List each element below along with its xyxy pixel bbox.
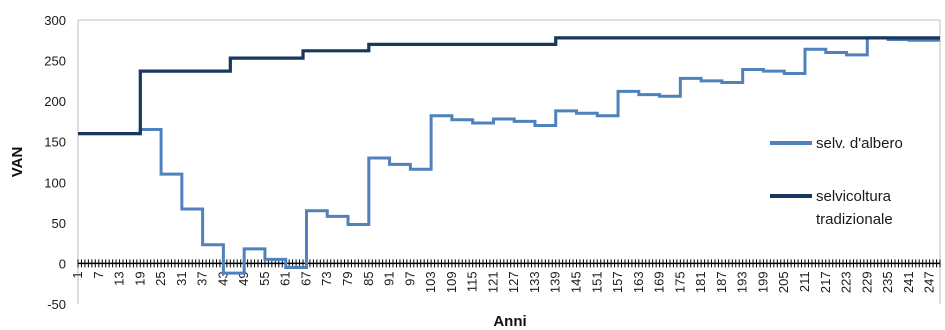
y-tick-label: 300 bbox=[44, 13, 66, 28]
x-tick-label: 49 bbox=[236, 271, 251, 285]
x-tick-label: 67 bbox=[298, 271, 313, 285]
y-tick-label: 200 bbox=[44, 94, 66, 109]
x-tick-label: 163 bbox=[631, 271, 646, 293]
series-layer bbox=[78, 36, 940, 275]
plot-frame bbox=[77, 19, 941, 304]
x-tick-label: 229 bbox=[859, 271, 874, 293]
x-tick-label: 43 bbox=[215, 271, 230, 285]
x-tick-label: 247 bbox=[922, 271, 937, 293]
y-tick-label: 150 bbox=[44, 135, 66, 150]
x-tick-label: 79 bbox=[340, 271, 355, 285]
y-tick-label: 50 bbox=[52, 216, 66, 231]
series-line-selvicoltura-tradizionale bbox=[78, 36, 940, 136]
legend-label: tradizionale bbox=[816, 211, 893, 228]
x-tick-label: 205 bbox=[776, 271, 791, 293]
y-tick-label: -50 bbox=[47, 297, 66, 312]
x-tick-label: 223 bbox=[839, 271, 854, 293]
x-tick-label: 127 bbox=[506, 271, 521, 293]
y-tick-label: 0 bbox=[59, 256, 66, 271]
x-axis-title: Anni bbox=[493, 313, 526, 330]
x-tick-label: 25 bbox=[153, 271, 168, 285]
x-tick-label: 217 bbox=[818, 271, 833, 293]
y-tick-label: 250 bbox=[44, 54, 66, 69]
x-tick-label: 37 bbox=[195, 271, 210, 285]
x-tick-label: 169 bbox=[652, 271, 667, 293]
x-tick-label: 55 bbox=[257, 271, 272, 285]
x-axis-minor-ticks bbox=[77, 259, 941, 268]
x-tick-label: 241 bbox=[901, 271, 916, 293]
legend-label: selvicoltura bbox=[816, 188, 892, 205]
x-tick-label: 109 bbox=[444, 271, 459, 293]
x-tick-label: 121 bbox=[485, 271, 500, 293]
x-tick-label: 1 bbox=[70, 271, 85, 278]
x-tick-label: 139 bbox=[548, 271, 563, 293]
x-tick-label: 199 bbox=[755, 271, 770, 293]
x-tick-label: 145 bbox=[569, 271, 584, 293]
x-axis: 1 7 13 19 25 31 37 43 49 55 61 67 73 79 85 91 97 103 109 11… bbox=[70, 259, 941, 293]
y-tick-label: 100 bbox=[44, 175, 66, 190]
y-axis-ticks: -50 0 50 100 150 200 250 300 bbox=[44, 13, 66, 312]
x-tick-label: 175 bbox=[672, 271, 687, 293]
x-tick-label: 19 bbox=[132, 271, 147, 285]
x-tick-label: 133 bbox=[527, 271, 542, 293]
x-tick-label: 151 bbox=[589, 271, 604, 293]
x-tick-label: 73 bbox=[319, 271, 334, 285]
x-tick-label: 115 bbox=[465, 271, 480, 292]
x-tick-label: 235 bbox=[880, 271, 895, 293]
x-tick-label: 211 bbox=[797, 271, 812, 292]
x-tick-label: 31 bbox=[174, 271, 189, 285]
legend-label: selv. d'albero bbox=[816, 135, 903, 152]
x-tick-label: 157 bbox=[610, 271, 625, 293]
x-tick-label: 85 bbox=[361, 271, 376, 285]
x-tick-label: 187 bbox=[714, 271, 729, 293]
x-tick-label: 7 bbox=[91, 271, 106, 278]
x-tick-label: 61 bbox=[278, 271, 293, 285]
x-tick-label: 13 bbox=[112, 271, 127, 285]
series-line-selv-albero bbox=[78, 36, 940, 275]
legend: selv. d'albero selvicoltura tradizionale bbox=[770, 135, 903, 228]
x-tick-label: 193 bbox=[735, 271, 750, 293]
y-axis-title: VAN bbox=[9, 147, 26, 178]
x-tick-label: 103 bbox=[423, 271, 438, 293]
x-tick-label: 181 bbox=[693, 271, 708, 293]
x-tick-label: 97 bbox=[402, 271, 417, 285]
x-tick-label: 91 bbox=[382, 271, 397, 285]
